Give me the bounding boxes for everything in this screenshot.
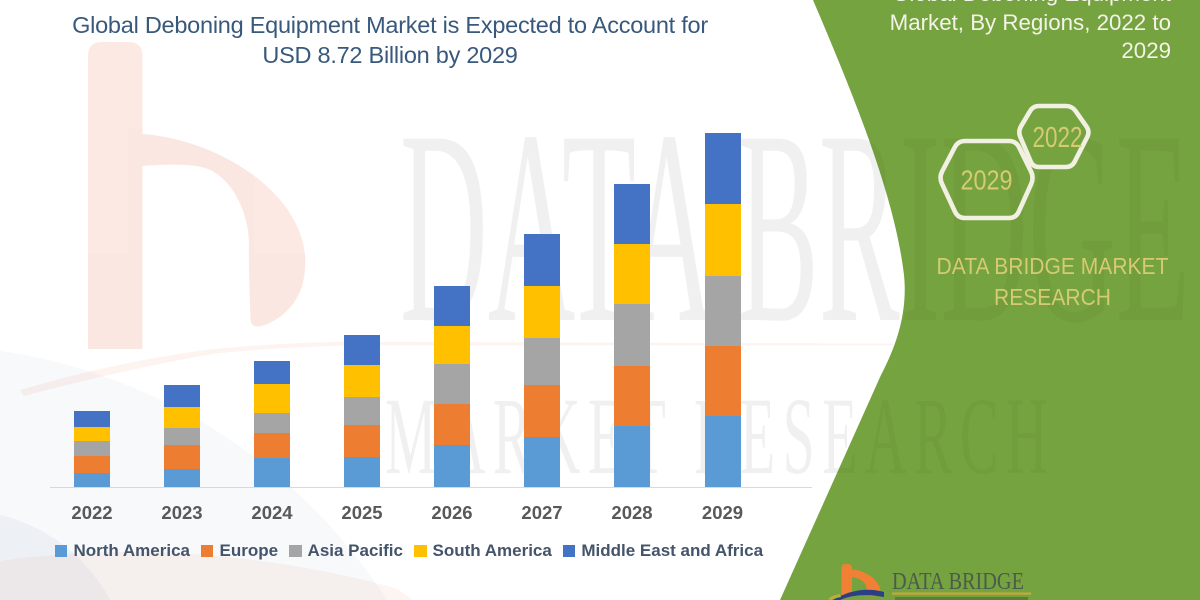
svg-text:DATA BRIDGE: DATA BRIDGE (892, 568, 1024, 595)
svg-text:2022: 2022 (1033, 122, 1083, 154)
svg-text:2029: 2029 (961, 165, 1013, 196)
